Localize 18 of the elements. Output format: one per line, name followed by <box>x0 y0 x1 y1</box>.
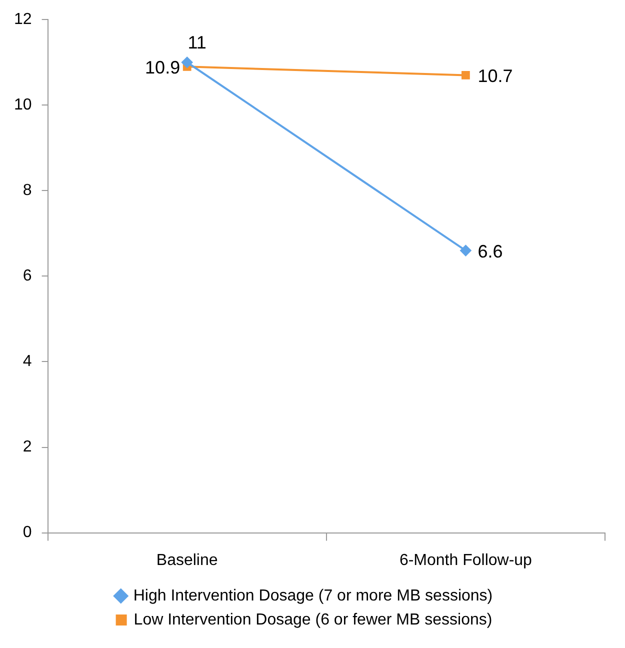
legend-label: High Intervention Dosage (7 or more MB sessions) <box>133 587 493 604</box>
legend-label: Low Intervention Dosage (6 or fewer MB sessions) <box>134 611 492 628</box>
x-tick-label: 6-Month Follow-up <box>399 552 532 569</box>
data-label: 11 <box>188 32 206 52</box>
point <box>182 56 193 68</box>
data-label: 10.9 <box>145 58 180 78</box>
y-tick-label: 10 <box>14 96 32 114</box>
y-tick-label: 4 <box>22 353 32 370</box>
y-tick-label: 2 <box>22 438 32 456</box>
y-tick-label: 6 <box>22 268 32 285</box>
point <box>460 245 472 256</box>
y-tick-label: 12 <box>14 11 32 28</box>
point <box>462 71 470 80</box>
data-label: 10.7 <box>478 66 513 86</box>
y-tick-label: 0 <box>22 524 32 542</box>
y-tick-label: 8 <box>22 182 32 200</box>
data-label: 6.6 <box>478 242 503 262</box>
x-tick-label: Baseline <box>156 552 218 569</box>
